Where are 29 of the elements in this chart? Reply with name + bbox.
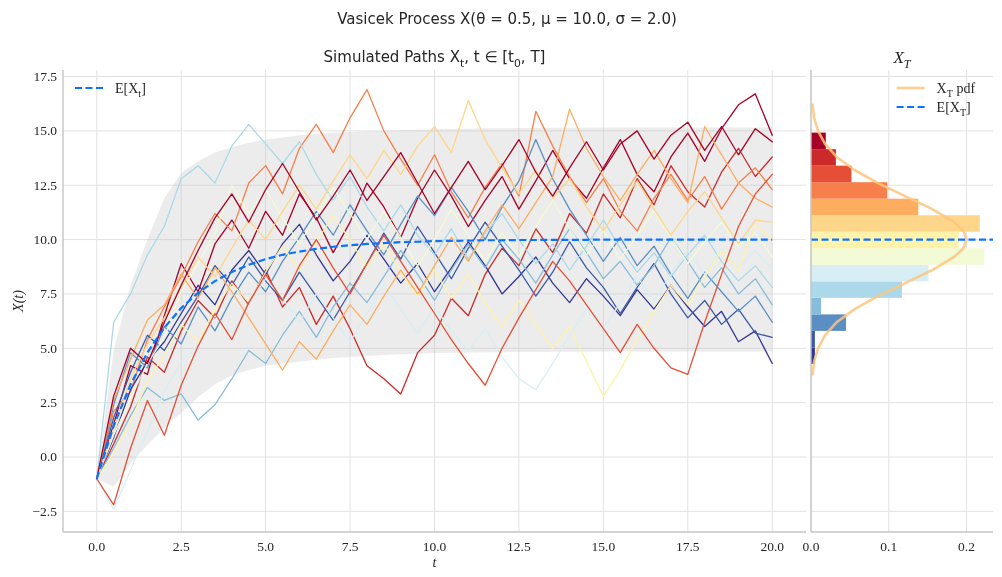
x-tick-label: 5.0 [257, 538, 275, 554]
x-tick-label: 17.5 [675, 538, 700, 554]
chart-subtitle: Simulated Paths X$_{t}$, t ∈ [t$_{0}$, T] [323, 48, 546, 70]
y-tick-label: 0.0 [40, 449, 58, 465]
y-tick-label: 5.0 [40, 340, 58, 356]
x-tick-label: 15.0 [591, 538, 616, 554]
x-tick-label: 0.2 [958, 538, 975, 554]
x-tick-label: 7.5 [341, 538, 359, 554]
y-tick-label: 12.5 [33, 177, 58, 193]
chart-title: X$_{T}$ [892, 47, 912, 71]
x-tick-label: 10.0 [422, 538, 447, 554]
x-axis-title: t [432, 554, 438, 570]
y-axis-title: X(t) [10, 289, 27, 313]
x-tick-label: 2.5 [172, 538, 190, 554]
x-tick-label: 20.0 [760, 538, 785, 554]
y-tick-label: 7.5 [40, 286, 58, 302]
y-tick-label: 17.5 [33, 69, 58, 85]
x-tick-label: 0.0 [88, 538, 106, 554]
legend-label: E[X$_{t}$] [115, 80, 146, 99]
x-tick-label: 12.5 [507, 538, 531, 554]
y-tick-label: 2.5 [40, 395, 58, 411]
y-tick-label: 15.0 [33, 123, 58, 139]
chart-title: Vasicek Process X(θ = 0.5, μ = 10.0, σ = 2.0) [337, 10, 677, 28]
legend-label: X$_{T}$ pdf [936, 80, 976, 99]
x-tick-label: 0.0 [802, 538, 820, 554]
y-tick-label: −2.5 [32, 503, 58, 519]
y-tick-label: 10.0 [33, 232, 58, 248]
x-tick-label: 0.1 [880, 538, 898, 554]
legend-label: E[X$_{T}$] [936, 99, 971, 118]
